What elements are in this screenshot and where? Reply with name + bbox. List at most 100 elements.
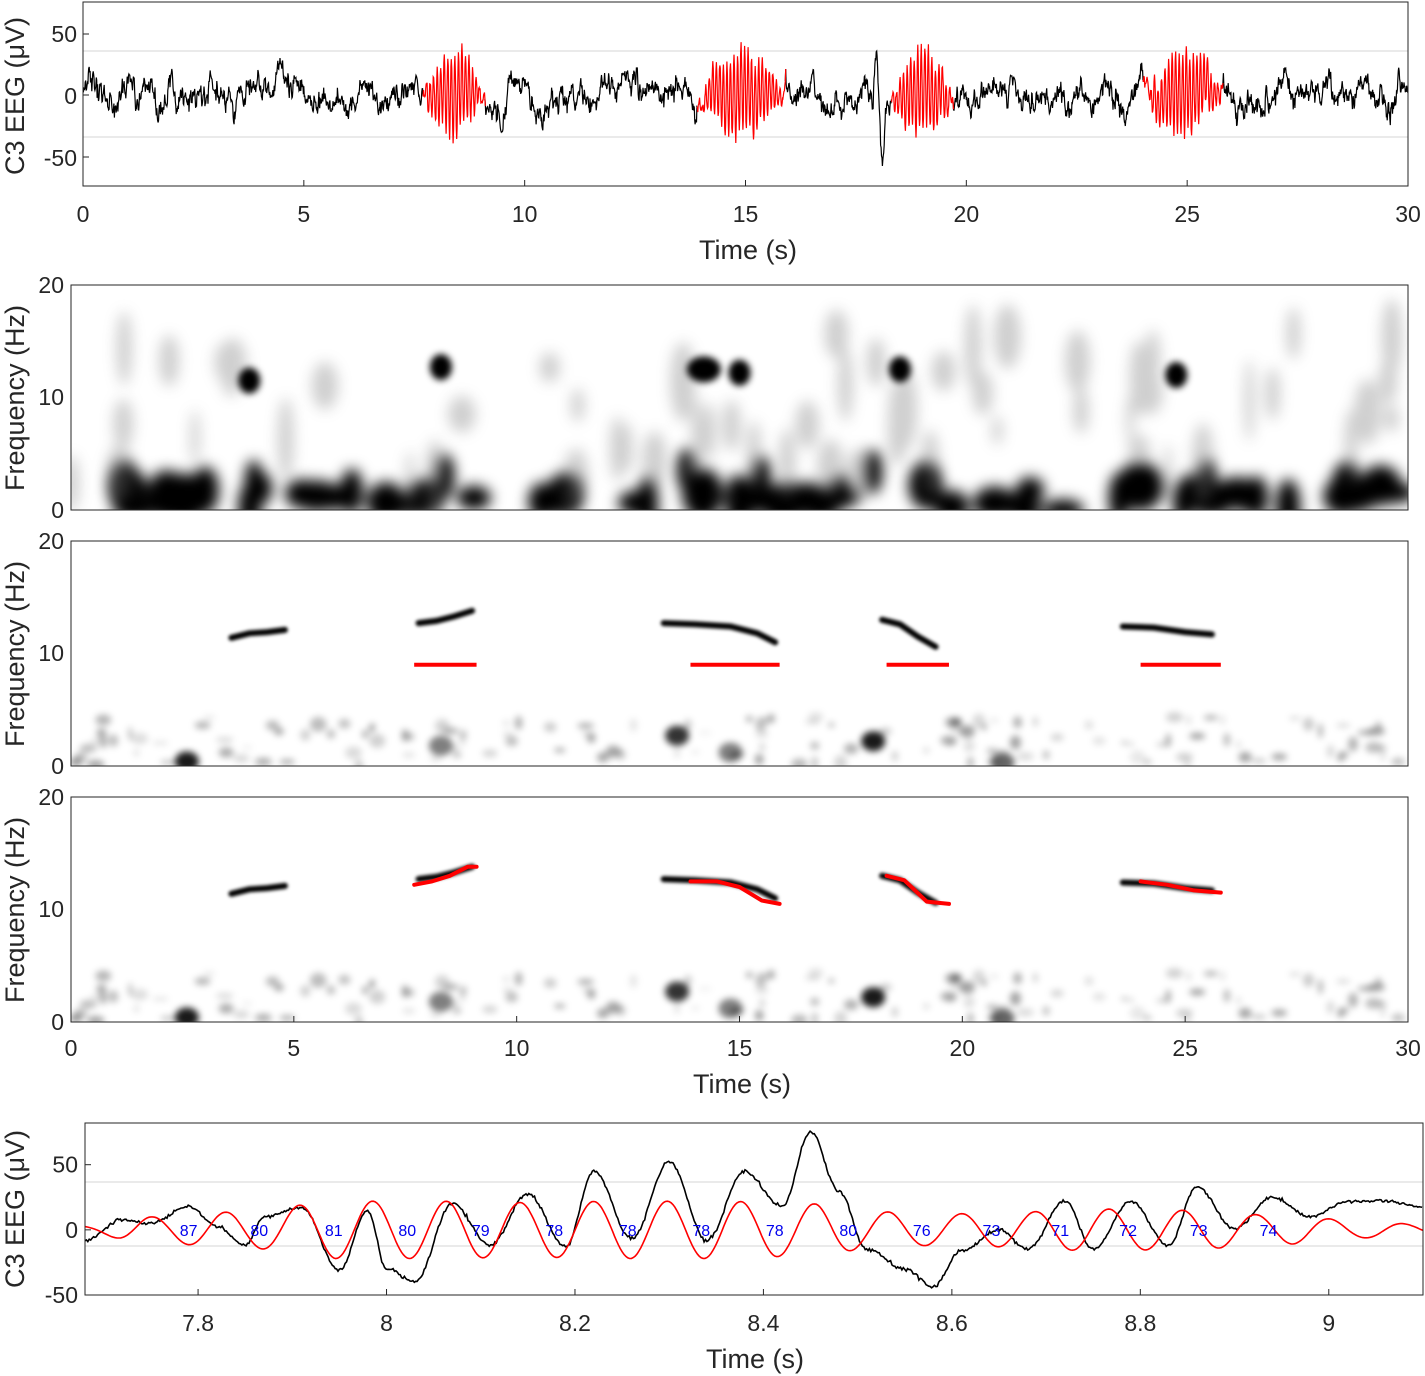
ridge-trace bbox=[879, 616, 939, 650]
ridge-detection-ytick-10: 10 bbox=[38, 640, 64, 666]
eeg-overview-xtick: 20 bbox=[954, 201, 980, 227]
cycle-annotation: 73 bbox=[1190, 1223, 1208, 1240]
spindle-segment-1 bbox=[696, 42, 787, 144]
cycle-annotation: 79 bbox=[472, 1223, 490, 1240]
eeg-zoom-annotations: 87 80 81 80 79 78 78 78 78 80 76 73 71 72 73 74 bbox=[180, 1223, 1278, 1240]
cycle-annotation: 80 bbox=[839, 1223, 857, 1240]
cycle-annotation: 73 bbox=[983, 1223, 1001, 1240]
eeg-zoom-xtick: 8 bbox=[380, 1310, 393, 1336]
spindle-segment-2 bbox=[890, 43, 955, 138]
cycle-annotation: 78 bbox=[692, 1223, 710, 1240]
eeg-overview-xtick: 10 bbox=[512, 201, 538, 227]
background-segment-2 bbox=[784, 49, 893, 167]
spectrogram-spindle-blobs bbox=[238, 354, 1188, 394]
ridge-tracking-xtick: 5 bbox=[287, 1035, 300, 1061]
cycle-annotation: 71 bbox=[1051, 1223, 1069, 1240]
ridge-detection-ridges bbox=[228, 607, 1215, 650]
spectrogram-panel: 20 10 0 Frequency (Hz) bbox=[0, 272, 1409, 523]
eeg-overview-xlabel: Time (s) bbox=[699, 235, 797, 265]
ridge-detection-low-frequency-energy bbox=[71, 711, 1406, 766]
ridge-tracking-xlabel: Time (s) bbox=[693, 1069, 791, 1099]
cycle-annotation: 80 bbox=[398, 1223, 416, 1240]
spectrogram-ytick-0: 0 bbox=[51, 497, 64, 523]
cycle-annotation: 76 bbox=[913, 1223, 931, 1240]
ridge-detection-ytick-20: 20 bbox=[38, 528, 64, 554]
background-segment-3 bbox=[952, 62, 1144, 127]
spectrogram-ytick-10: 10 bbox=[38, 384, 64, 410]
spectrogram-yticks: 20 10 0 bbox=[38, 272, 64, 523]
cycle-annotation: 87 bbox=[180, 1223, 198, 1240]
eeg-zoom-xtick: 8.4 bbox=[747, 1310, 779, 1336]
eeg-zoom-ylabel: C3 EEG (μV) bbox=[0, 1130, 30, 1288]
spindle-blob bbox=[728, 359, 751, 386]
spindle-blob bbox=[238, 367, 261, 394]
eeg-zoom-ytick: 50 bbox=[52, 1152, 78, 1178]
ridge-tracking-ytick-10: 10 bbox=[38, 896, 64, 922]
eeg-zoom-xlabel: Time (s) bbox=[706, 1344, 804, 1374]
background-segment-4 bbox=[1221, 66, 1408, 127]
ridge-tracking-xtick: 10 bbox=[504, 1035, 530, 1061]
ridge-trace bbox=[415, 607, 476, 627]
ridge-tracking-xtick: 0 bbox=[65, 1035, 78, 1061]
spindle-blob bbox=[888, 356, 911, 383]
ridge-tracking-panel: 20 10 0 0 5 10 15 20 25 30 Frequency (Hz) Time… bbox=[0, 784, 1421, 1099]
eeg-overview-ylabel: C3 EEG (μV) bbox=[0, 17, 30, 175]
eeg-zoom-yticks: 50 0 -50 bbox=[45, 1152, 91, 1308]
spindle-blob bbox=[1165, 362, 1188, 388]
background-segment-1 bbox=[484, 67, 698, 134]
ridge-tracking-ytick-20: 20 bbox=[38, 784, 64, 810]
eeg-zoom-xtick: 7.8 bbox=[182, 1310, 214, 1336]
spectrogram-ylabel: Frequency (Hz) bbox=[0, 305, 30, 491]
spindle-track bbox=[884, 873, 951, 906]
ridge-tracking-xticks: 0 5 10 15 20 25 30 bbox=[65, 1016, 1421, 1061]
ridge-tracking-xtick: 15 bbox=[727, 1035, 753, 1061]
eeg-zoom-xtick: 9 bbox=[1322, 1310, 1335, 1336]
eeg-overview-yticks: 50 0 -50 bbox=[44, 21, 89, 171]
cycle-annotation: 81 bbox=[325, 1223, 343, 1240]
spindle-track bbox=[412, 864, 479, 887]
spectrogram-axes-box bbox=[70, 284, 1409, 511]
spindle-blob bbox=[429, 354, 452, 381]
eeg-zoom-xtick: 8.2 bbox=[559, 1310, 591, 1336]
eeg-zoom-xtick: 8.6 bbox=[936, 1310, 968, 1336]
cycle-annotation: 80 bbox=[250, 1223, 268, 1240]
spindle-blob bbox=[686, 356, 721, 383]
eeg-overview-xticks: 0 5 10 15 20 25 30 bbox=[77, 180, 1421, 227]
ridge-detection-ylabel: Frequency (Hz) bbox=[0, 561, 30, 747]
ridge-tracking-spindle-tracks bbox=[412, 864, 1223, 906]
spectrogram-haze bbox=[71, 298, 1403, 510]
cycle-annotation: 72 bbox=[1119, 1223, 1137, 1240]
ridge-trace bbox=[228, 882, 288, 897]
eeg-overview-ytick-50: 50 bbox=[51, 21, 77, 47]
cycle-annotation: 78 bbox=[619, 1223, 637, 1240]
ridge-trace bbox=[660, 620, 779, 646]
eeg-zoom-xticks: 7.8 8 8.2 8.4 8.6 8.8 9 bbox=[182, 1289, 1335, 1336]
eeg-overview-xtick: 25 bbox=[1174, 201, 1200, 227]
ridge-detection-yticks: 20 10 0 bbox=[38, 528, 64, 779]
ridge-trace bbox=[1119, 623, 1215, 638]
eeg-overview-xtick: 30 bbox=[1395, 201, 1421, 227]
ridge-tracking-ytick-0: 0 bbox=[51, 1009, 64, 1035]
cycle-annotation: 78 bbox=[545, 1223, 563, 1240]
spectrogram-ytick-20: 20 bbox=[38, 272, 64, 298]
eeg-overview-ytick-minus50: -50 bbox=[44, 145, 77, 171]
eeg-zoom-signal bbox=[85, 1130, 1423, 1289]
eeg-zoom-ytick: -50 bbox=[45, 1282, 78, 1308]
ridge-detection-axes-box bbox=[70, 540, 1409, 767]
eeg-zoom-ytick: 0 bbox=[65, 1217, 78, 1243]
spindle-track bbox=[688, 879, 782, 906]
ridge-tracking-yticks: 20 10 0 bbox=[38, 784, 64, 1035]
eeg-overview-xtick: 0 bbox=[77, 201, 90, 227]
ridge-detection-ytick-0: 0 bbox=[51, 753, 64, 779]
cycle-annotation: 78 bbox=[766, 1223, 784, 1240]
ridge-detection-panel: 20 10 0 Frequency (Hz) bbox=[0, 528, 1409, 779]
background-segment-0 bbox=[83, 58, 425, 125]
eeg-overview-ytick-0: 0 bbox=[64, 83, 77, 109]
eeg-zoom-fitted-sinusoid bbox=[85, 1200, 1423, 1260]
eeg-zoom-panel: 87 80 81 80 79 78 78 78 78 80 76 73 71 72 73 74 7.8 8 8.2… bbox=[0, 1122, 1424, 1374]
eeg-zoom-xtick: 8.8 bbox=[1124, 1310, 1156, 1336]
eeg-zoom-axes-box bbox=[84, 1122, 1424, 1296]
ridge-tracking-xtick: 30 bbox=[1395, 1035, 1421, 1061]
ridge-trace bbox=[228, 626, 288, 641]
